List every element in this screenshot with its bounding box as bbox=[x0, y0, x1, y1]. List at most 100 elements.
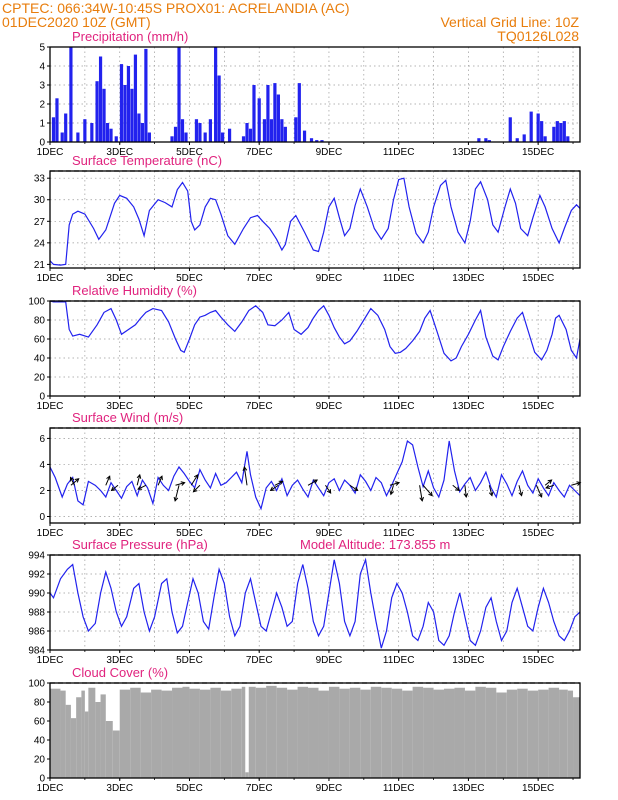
precip-bar bbox=[51, 117, 56, 142]
panel-press: 984 986 988 990 992 994 1DEC 3DEC 5DEC 7DEC 9DEC 11… bbox=[28, 537, 581, 666]
precip-bar bbox=[245, 123, 249, 142]
y-tick-label: 1 bbox=[39, 119, 45, 130]
cloud-bar bbox=[119, 689, 131, 778]
wind-arrow-head bbox=[326, 489, 332, 494]
wind-arrow-head bbox=[518, 491, 524, 497]
x-tick-label: 1DEC bbox=[37, 528, 64, 539]
x-tick-label: 11DEC bbox=[383, 147, 415, 158]
cloud-bar bbox=[573, 697, 580, 778]
header-station: CPTEC: 066:34W-10:45S PROX01: ACRELANDIA… bbox=[2, 0, 350, 16]
x-tick-label: 13DEC bbox=[452, 783, 484, 794]
panel-title-cloud: Cloud Cover (%) bbox=[72, 665, 168, 680]
wind-arrow-head bbox=[137, 485, 143, 490]
x-tick-label: 13DEC bbox=[452, 528, 484, 539]
wind-arrow-shaft bbox=[464, 485, 467, 498]
panel-title-precip: Precipitation (mm/h) bbox=[72, 29, 188, 44]
x-tick-label: 11DEC bbox=[383, 273, 415, 284]
cloud-bar bbox=[318, 690, 329, 778]
x-tick-label: 11DEC bbox=[383, 528, 415, 539]
wind-arrow-head bbox=[278, 480, 284, 485]
x-tick-label: 11DEC bbox=[383, 783, 415, 794]
panel-wind: 0 2 4 6 1DEC 3DEC 5DEC 7DEC 9DEC 11DEC 13DEC 15DEC S… bbox=[37, 410, 582, 539]
wind-arrow-shaft bbox=[390, 485, 394, 495]
wind-arrow-shaft bbox=[137, 484, 147, 490]
precip-bar bbox=[320, 140, 324, 142]
press-series-line bbox=[50, 557, 580, 649]
precip-bar bbox=[309, 138, 314, 142]
wind-arrow-head bbox=[353, 486, 359, 492]
precip-bar bbox=[227, 128, 232, 142]
wind-arrow-shaft bbox=[174, 485, 180, 501]
precip-bar bbox=[515, 138, 519, 142]
precip-bar bbox=[266, 85, 270, 142]
precip-bar bbox=[559, 123, 563, 142]
cloud-bar bbox=[231, 688, 242, 778]
wind-arrow-head bbox=[428, 491, 433, 497]
precip-bar bbox=[508, 117, 512, 142]
x-tick-label: 9DEC bbox=[316, 528, 343, 539]
cloud-bar bbox=[65, 704, 71, 778]
wind-arrow-shaft bbox=[325, 484, 332, 494]
panel-title-rh: Relative Humidity (%) bbox=[72, 283, 197, 298]
cloud-bar bbox=[210, 687, 221, 778]
cloud-bar bbox=[548, 687, 560, 778]
cloud-bar bbox=[287, 689, 298, 778]
precip-bar bbox=[536, 113, 540, 142]
cloud-bar bbox=[60, 690, 66, 778]
wind-arrow-head bbox=[538, 492, 543, 498]
precip-bar bbox=[220, 132, 225, 142]
x-tick-label: 7DEC bbox=[246, 783, 273, 794]
x-tick-label: 3DEC bbox=[106, 528, 133, 539]
y-tick-label: 5 bbox=[39, 43, 45, 54]
precip-bar bbox=[302, 130, 307, 142]
cloud-bar bbox=[464, 690, 476, 778]
y-tick-label: 30 bbox=[34, 195, 46, 206]
x-tick-label: 7DEC bbox=[246, 401, 273, 412]
x-tick-label: 1DEC bbox=[37, 655, 64, 666]
precip-bar bbox=[269, 119, 274, 142]
series-precip bbox=[51, 47, 570, 142]
x-tick-label: 11DEC bbox=[383, 401, 415, 412]
cloud-bar bbox=[182, 686, 190, 778]
y-tick-label: 3 bbox=[39, 81, 45, 92]
y-tick-label: 0 bbox=[39, 774, 45, 785]
precip-bar bbox=[194, 119, 199, 142]
cloud-bar bbox=[538, 689, 549, 778]
precip-bar bbox=[55, 98, 59, 142]
cloud-bar bbox=[88, 687, 96, 778]
y-tick-label: 0 bbox=[39, 512, 45, 523]
cloud-bar bbox=[381, 687, 392, 778]
cloud-bar bbox=[130, 687, 141, 778]
wind-arrow-shaft bbox=[544, 479, 552, 486]
y-tick-label: 27 bbox=[34, 217, 46, 228]
wind-arrow-head bbox=[389, 490, 395, 496]
y-tick-label: 986 bbox=[28, 627, 45, 638]
wind-arrow-head bbox=[419, 496, 424, 502]
y-tick-label: 60 bbox=[34, 717, 46, 728]
wind-arrow-shaft bbox=[535, 485, 543, 498]
wind-arrow-shaft bbox=[136, 474, 141, 486]
precip-bar bbox=[276, 94, 280, 142]
precip-bar bbox=[214, 47, 218, 142]
cloud-bar bbox=[81, 690, 85, 778]
header-run-time: 01DEC2020 10Z (GMT) bbox=[2, 14, 151, 30]
x-tick-label: 3DEC bbox=[106, 655, 133, 666]
precip-bar bbox=[114, 136, 118, 142]
y-tick-label: 20 bbox=[34, 755, 46, 766]
precip-bar bbox=[552, 126, 556, 142]
series-rh bbox=[50, 301, 580, 362]
cloud-bar bbox=[527, 690, 539, 778]
y-tick-label: 992 bbox=[28, 570, 45, 581]
panel-note-press: Model Altitude: 173.855 m bbox=[300, 537, 450, 552]
precip-bar bbox=[119, 64, 124, 142]
x-tick-label: 1DEC bbox=[37, 147, 64, 158]
panel-temp: 21 24 27 30 33 1DEC 3DEC 5DEC 7DEC 9DEC 11DEC 13DEC… bbox=[34, 153, 581, 284]
precip-bar bbox=[137, 113, 141, 142]
panel-cloud: 0 20 40 60 80 100 1DEC 3DEC 5DEC 7DEC 9DEC 11DEC 13D… bbox=[28, 665, 581, 794]
precip-bar bbox=[170, 136, 174, 142]
precip-bar bbox=[109, 128, 113, 142]
wind-arrow-shaft bbox=[105, 475, 111, 486]
precip-bar bbox=[522, 134, 526, 142]
cloud-bar bbox=[100, 694, 106, 778]
wind-series-line bbox=[50, 439, 580, 511]
